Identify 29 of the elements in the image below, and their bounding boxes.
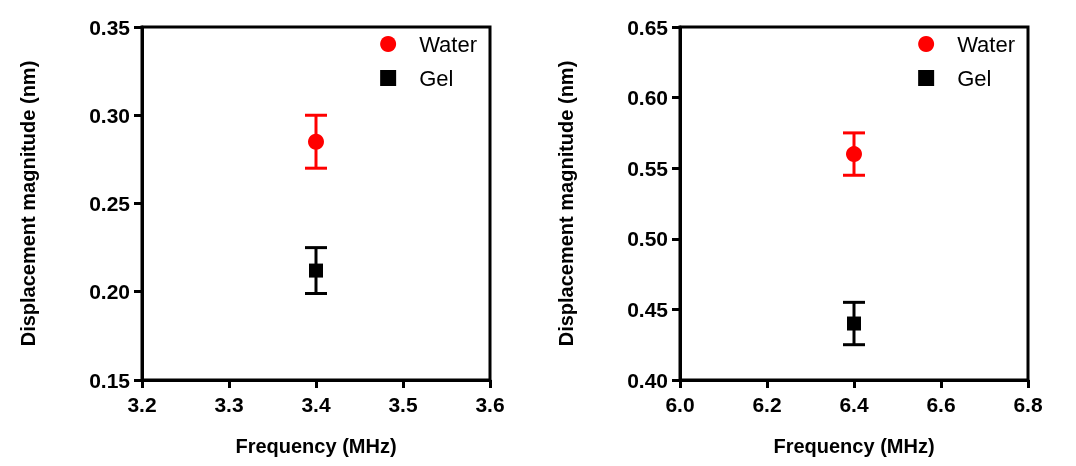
x-tick-label: 3.3 xyxy=(214,393,244,416)
x-tick-label: 6.6 xyxy=(926,393,956,416)
y-tick-label: 0.50 xyxy=(627,227,668,251)
y-tick-label: 0.40 xyxy=(627,368,668,392)
x-axis-title: Frequency (MHz) xyxy=(773,435,935,457)
y-tick-label: 0.35 xyxy=(89,15,131,39)
x-tick-label: 6.0 xyxy=(665,393,695,416)
x-tick-label: 6.2 xyxy=(752,393,782,416)
legend-label: Water xyxy=(957,31,1015,57)
x-tick-label: 6.4 xyxy=(839,393,869,416)
x-tick-label: 3.5 xyxy=(388,393,418,416)
x-axis-title: Frequency (MHz) xyxy=(235,435,397,457)
y-tick-label: 0.30 xyxy=(89,103,130,127)
y-tick-label: 0.55 xyxy=(627,156,669,180)
legend-label: Gel xyxy=(419,65,454,91)
y-axis-title: Displacement magnitude (nm) xyxy=(555,60,577,347)
y-tick-label: 0.60 xyxy=(627,86,668,110)
x-tick-label: 6.8 xyxy=(1013,393,1043,416)
y-axis-title: Displacement magnitude (nm) xyxy=(17,60,39,347)
legend-label: Water xyxy=(419,31,477,57)
legend-label: Gel xyxy=(957,65,992,91)
x-tick-label: 3.2 xyxy=(127,393,157,416)
y-tick-label: 0.65 xyxy=(627,15,669,39)
x-tick-label: 3.6 xyxy=(475,393,505,416)
y-tick-label: 0.45 xyxy=(627,297,669,321)
x-tick-label: 3.4 xyxy=(301,393,331,416)
y-tick-label: 0.25 xyxy=(89,192,131,215)
y-tick-label: 0.15 xyxy=(89,368,131,392)
y-tick-label: 0.20 xyxy=(89,280,130,304)
